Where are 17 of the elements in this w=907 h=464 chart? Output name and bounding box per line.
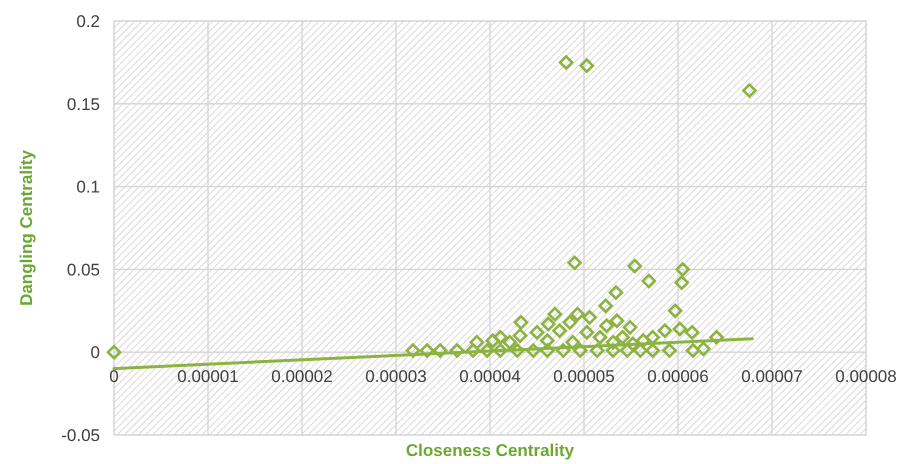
y-tick-label: 0.2 bbox=[76, 12, 100, 31]
x-tick-label: 0.00008 bbox=[835, 367, 897, 386]
y-tick-label: 0.1 bbox=[76, 178, 100, 197]
x-tick-label: 0.00001 bbox=[177, 367, 239, 386]
x-tick-label: 0.00003 bbox=[365, 367, 427, 386]
x-axis-title: Closeness Centrality bbox=[406, 441, 575, 460]
y-tick-label: 0.15 bbox=[66, 94, 100, 114]
x-tick-label: 0.00002 bbox=[271, 367, 333, 386]
y-tick-label: 0 bbox=[90, 343, 100, 362]
x-tick-label: 0 bbox=[109, 367, 119, 386]
y-tick-label: -0.05 bbox=[61, 426, 100, 445]
y-axis-title: Dangling Centrality bbox=[17, 150, 36, 306]
x-tick-label: 0.00005 bbox=[553, 367, 615, 386]
x-tick-label: 0.00006 bbox=[647, 367, 709, 386]
x-tick-label: 0.00007 bbox=[741, 367, 803, 386]
y-tick-label: 0.05 bbox=[66, 260, 100, 280]
x-tick-label: 0.00004 bbox=[459, 367, 521, 386]
